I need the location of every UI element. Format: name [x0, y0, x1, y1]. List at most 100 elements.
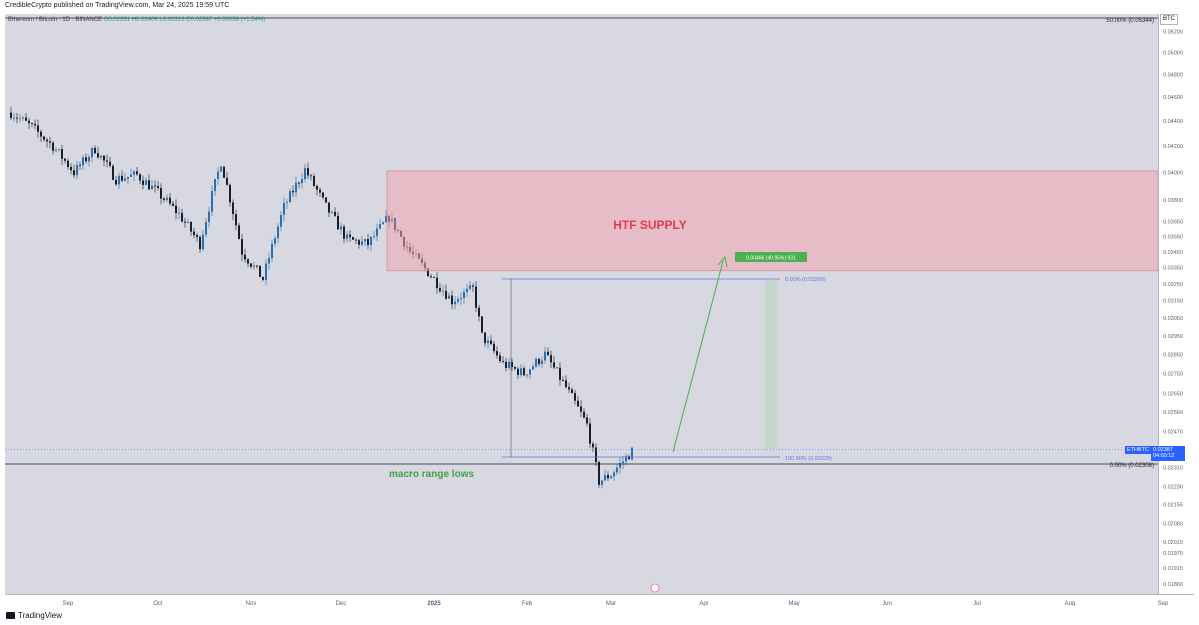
- candle-body: [247, 259, 249, 264]
- candle-body: [169, 197, 171, 204]
- candle-body: [328, 202, 330, 213]
- candle-body: [184, 221, 186, 223]
- candle-body: [436, 277, 438, 289]
- candle-body: [505, 361, 507, 368]
- candle-body: [427, 268, 429, 277]
- candle-body: [595, 447, 597, 463]
- candle-body: [520, 368, 522, 375]
- candle-body: [316, 186, 318, 190]
- candle-body: [43, 136, 45, 140]
- candle-body: [268, 258, 270, 264]
- time-tick-label: Dec: [336, 601, 347, 607]
- brand-name: TradingView: [18, 611, 63, 620]
- candle-body: [97, 153, 99, 158]
- currency-badge[interactable]: BTC: [1160, 14, 1178, 25]
- fib-bottom-label: 100.00% (0.02339): [785, 456, 832, 462]
- price-tick-label: 0.01860: [1163, 582, 1183, 588]
- price-tick-label: 0.02230: [1163, 484, 1183, 490]
- candle-body: [253, 265, 255, 267]
- candle-body: [178, 212, 180, 214]
- candle-body: [535, 358, 537, 367]
- candle-body: [217, 171, 219, 180]
- candle-body: [526, 374, 528, 376]
- candle-body: [67, 160, 69, 167]
- candle-body: [592, 443, 594, 448]
- target-badge: [735, 252, 807, 262]
- candle-body: [487, 340, 489, 344]
- candle-body: [508, 362, 510, 368]
- price-tick-label: 0.03350: [1163, 266, 1183, 272]
- candle-body: [574, 393, 576, 401]
- candle-body: [325, 197, 327, 203]
- candle-body: [124, 178, 126, 181]
- candle-body: [103, 155, 105, 161]
- candle-body: [547, 351, 549, 356]
- candle-body: [160, 187, 162, 199]
- candle-body: [502, 361, 504, 362]
- candle-body: [553, 362, 555, 368]
- candle-body: [493, 343, 495, 352]
- candle-body: [589, 423, 591, 444]
- candle-body: [115, 179, 117, 185]
- candle-body: [310, 175, 312, 177]
- candle-body: [244, 254, 246, 260]
- candle-body: [277, 226, 279, 239]
- candle-body: [112, 165, 114, 180]
- candle-body: [631, 447, 633, 460]
- candle-body: [511, 362, 513, 368]
- candle-body: [88, 157, 90, 162]
- price-tick-label: 0.03800: [1163, 198, 1183, 204]
- candle-body: [61, 149, 63, 159]
- time-axis-svg: Sep Oct Nov Dec 2025 Feb Mar Apr May Jun Jul Aug Sep: [63, 601, 1169, 607]
- candle-body: [367, 239, 369, 246]
- candle-body: [250, 263, 252, 267]
- candle-body: [109, 161, 111, 166]
- candle-body: [46, 139, 48, 142]
- candle-body: [463, 291, 465, 299]
- time-tick-label: May: [788, 601, 799, 607]
- candle-body: [223, 166, 225, 178]
- price-tick-label: 0.02010: [1163, 540, 1183, 546]
- price-tick-label: 0.02560: [1163, 410, 1183, 416]
- candle-body: [358, 240, 360, 245]
- price-tick-label: 0.02950: [1163, 334, 1183, 340]
- candle-body: [187, 222, 189, 223]
- symbol-title: Ethereum / Bitcoin · 1D · BINANCE: [8, 17, 103, 23]
- price-tick-label: 0.04600: [1163, 95, 1183, 101]
- candle-body: [544, 351, 546, 361]
- time-tick-label: Oct: [153, 601, 163, 607]
- candle-body: [613, 472, 615, 477]
- candle-body: [190, 222, 192, 232]
- candle-body: [271, 243, 273, 259]
- candle-body: [565, 380, 567, 388]
- price-tick-label: 0.04000: [1163, 170, 1183, 176]
- candle-body: [220, 166, 222, 172]
- price-tag-value: 0.02387: [1153, 446, 1173, 453]
- candle-body: [556, 367, 558, 369]
- candle-body: [313, 176, 315, 187]
- candle-body: [235, 214, 237, 226]
- time-tick-label: Nov: [246, 601, 257, 607]
- candle-body: [193, 231, 195, 236]
- candle-body: [106, 160, 108, 162]
- candle-body: [472, 285, 474, 287]
- time-tick-label: Aug: [1065, 601, 1076, 607]
- candle-body: [370, 236, 372, 246]
- candle-body: [238, 225, 240, 240]
- chart-plot-area[interactable]: Ethereum / Bitcoin · 1D · BINANCE O0.023…: [5, 14, 1158, 594]
- candle-body: [199, 236, 201, 250]
- candle-body: [322, 192, 324, 198]
- price-axis[interactable]: 0.05200 0.05000 0.04800 0.04600 0.04400 0.042…: [1158, 14, 1194, 594]
- candle-body: [40, 131, 42, 137]
- time-tick-label: Sep: [63, 601, 74, 607]
- candle-body: [295, 182, 297, 193]
- time-axis[interactable]: Sep Oct Nov Dec 2025 Feb Mar Apr May Jun Jul Aug Sep: [5, 594, 1194, 607]
- candle-body: [571, 389, 573, 394]
- candle-body: [25, 117, 27, 121]
- time-tick-label: 2025: [427, 601, 441, 607]
- time-tick-label: Feb: [522, 601, 533, 607]
- price-tick-label: 0.02750: [1163, 372, 1183, 378]
- target-badge-label: 0.00466 (40.95%) 931: [746, 256, 796, 262]
- candle-body: [514, 367, 516, 369]
- candle-body: [352, 237, 354, 240]
